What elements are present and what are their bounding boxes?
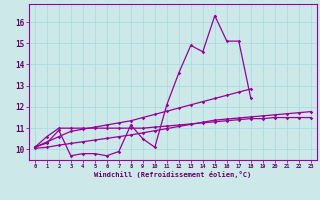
X-axis label: Windchill (Refroidissement éolien,°C): Windchill (Refroidissement éolien,°C) [94, 171, 252, 178]
